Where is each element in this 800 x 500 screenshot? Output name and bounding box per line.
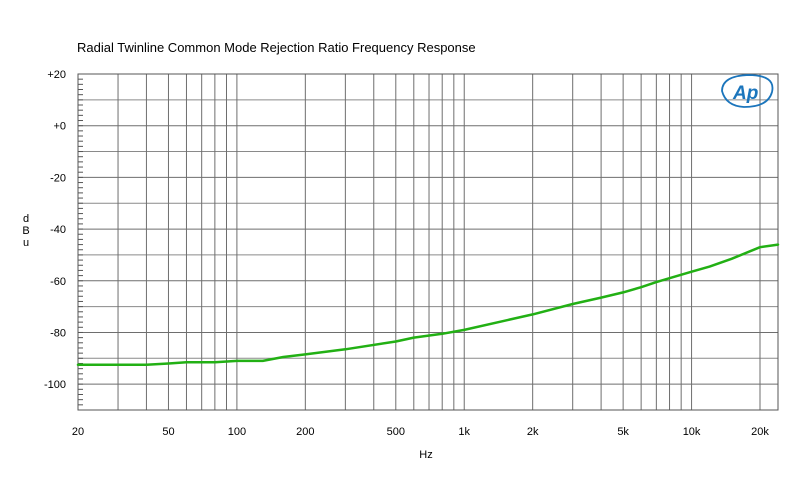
y-tick-label: -80 xyxy=(50,327,66,339)
x-tick-label: 20k xyxy=(751,426,769,438)
x-tick-label: 1k xyxy=(458,426,470,438)
y-tick-labels: +20 +0 -20 -40 -60 -80 -100 xyxy=(44,69,66,391)
series-layer xyxy=(76,243,780,367)
y-tick-label: -100 xyxy=(44,379,66,391)
y-tick-label: +0 xyxy=(53,121,66,133)
series-line-0 xyxy=(76,243,780,367)
minor-grid xyxy=(78,99,778,385)
x-tick-label: 50 xyxy=(162,426,174,438)
x-tick-labels: 20 50 100 200 500 1k 2k 5k 10k 20k xyxy=(72,426,769,438)
y-tick-label: +20 xyxy=(47,69,66,81)
ap-logo: Ap xyxy=(721,74,774,108)
y-tick-label: -20 xyxy=(50,172,66,184)
x-tick-label: 2k xyxy=(527,426,539,438)
chart-title: Radial Twinline Common Mode Rejection Ra… xyxy=(77,40,476,55)
y-minor-ticks xyxy=(78,73,83,411)
ap-logo-text: Ap xyxy=(732,83,758,104)
x-tick-label: 500 xyxy=(387,426,405,438)
x-tick-label: 5k xyxy=(617,426,629,438)
major-grid xyxy=(117,74,761,410)
x-axis-label: Hz xyxy=(419,449,432,461)
x-tick-label: 20 xyxy=(72,426,84,438)
plot-frame xyxy=(77,73,779,411)
x-tick-label: 10k xyxy=(683,426,701,438)
y-tick-label: -60 xyxy=(50,276,66,288)
x-tick-label: 200 xyxy=(296,426,314,438)
x-tick-label: 100 xyxy=(228,426,246,438)
y-tick-label: -40 xyxy=(50,224,66,236)
